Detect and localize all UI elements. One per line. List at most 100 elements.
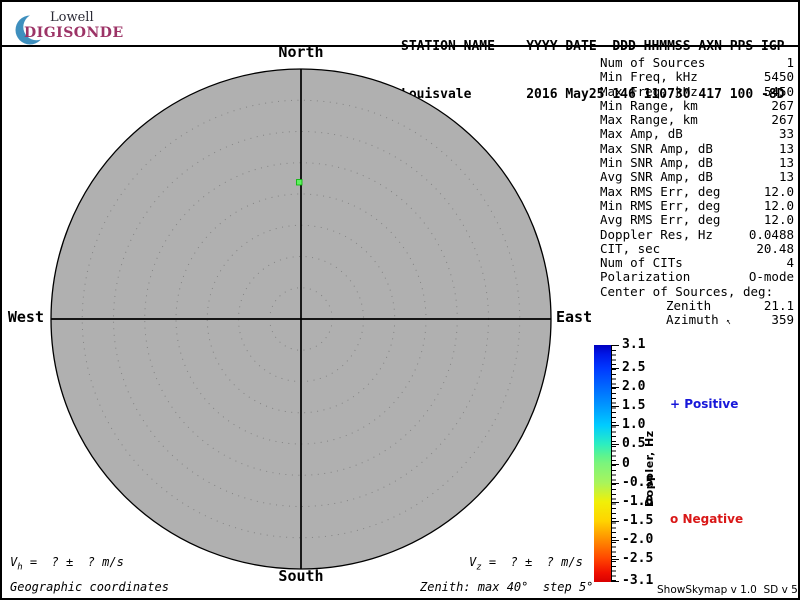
- colorbar-tick-label: -0.5: [622, 475, 654, 490]
- colorbar-tick-label: 0.5: [622, 436, 646, 451]
- logo-product: DIGISONDE: [24, 25, 124, 41]
- stat-row: Max SNR Amp, dB 13: [600, 140, 794, 156]
- stat-value: 20.48: [756, 240, 794, 256]
- negative-legend: o Negative: [670, 512, 743, 526]
- stat-value: 12.0: [763, 212, 794, 228]
- colorbar-tick-label: 2.0: [622, 379, 646, 394]
- colorbar-tick-label: 3.1: [622, 337, 646, 352]
- compass-west-label: West: [7, 308, 44, 326]
- stat-value: 13: [778, 169, 794, 185]
- skymap-plot: [50, 68, 552, 570]
- colorbar-tick: [611, 464, 619, 465]
- colorbar-tick: [611, 368, 619, 369]
- azimuth-direction-icon: ↖: [725, 316, 733, 328]
- colorbar-tick-label: 0: [622, 456, 630, 471]
- stats-list: Num of Sources 1 Min Freq, kHz 5450 Max …: [600, 55, 794, 285]
- colorbar-tick: [611, 521, 619, 522]
- stat-label: Max Amp, dB: [600, 126, 683, 142]
- compass-south-label: South: [278, 567, 324, 585]
- stat-row: Min SNR Amp, dB 13: [600, 155, 794, 171]
- stat-label: Avg SNR Amp, dB: [600, 169, 713, 185]
- stat-label: Center of Sources, deg:: [600, 283, 774, 299]
- colorbar-tick: [611, 387, 619, 388]
- colorbar-tick: [611, 581, 619, 582]
- positive-label: Positive: [684, 397, 739, 411]
- logo-name: Lowell: [50, 10, 94, 25]
- stat-label: Num of Sources: [600, 55, 706, 70]
- compass-east-label: East: [556, 308, 593, 326]
- stat-row: Avg SNR Amp, dB 13: [600, 169, 794, 185]
- stat-label: Max RMS Err, deg: [600, 183, 721, 199]
- stat-label: Min Range, km: [600, 97, 698, 113]
- doppler-colorbar: 3.1 2.5 2.0 1.5 1.0 0.5 0 -0.5 -1.0 -1.5…: [594, 338, 664, 588]
- stat-row: Polarization O-mode: [600, 269, 794, 285]
- colorbar-tick: [611, 483, 619, 484]
- vertical-velocity-readout: Vz = ? ± ? m/s: [469, 555, 583, 573]
- colorbar-tick: [611, 540, 619, 541]
- stat-value: 359: [771, 312, 794, 328]
- stat-row: Max RMS Err, deg 12.0: [600, 183, 794, 199]
- stat-value: 21.1: [763, 298, 794, 314]
- stat-label: Min RMS Err, deg: [600, 197, 721, 213]
- app-version-label: ShowSkymap v 1.0 SD v 5.1: [657, 584, 800, 596]
- stat-value: 12.0: [763, 183, 794, 199]
- colorbar-tick: [611, 425, 619, 426]
- colorbar-minor-ticks: [611, 345, 616, 582]
- stat-row: Num of Sources 1: [600, 55, 794, 70]
- stat-label: Num of CITs: [600, 255, 683, 271]
- colorbar-tick-label: -1.0: [622, 494, 654, 509]
- stat-value: 267: [771, 112, 794, 128]
- coordinates-footnote: Geographic coordinates: [10, 580, 169, 594]
- header-separator: [2, 45, 798, 47]
- colorbar-tick-label: -3.1: [622, 573, 654, 588]
- station-header-values: Louisvale 2016 May25 146 110730 417 100 …: [401, 87, 785, 102]
- positive-legend: + Positive: [670, 397, 738, 411]
- colorbar-tick-label: 2.5: [622, 360, 646, 375]
- stats-panel: Num of Sources 1 Min Freq, kHz 5450 Max …: [600, 55, 794, 328]
- stat-row-azimuth: Azimuth ↖ 359: [600, 312, 794, 328]
- stat-row: Max Freq, kHz 5450: [600, 83, 794, 99]
- colorbar-unit-label: Doppler, Hz: [643, 430, 656, 508]
- stat-value: O-mode: [748, 269, 794, 285]
- stat-value: 12.0: [763, 197, 794, 213]
- colorbar-tick-label: 1.0: [622, 417, 646, 432]
- colorbar-tick: [611, 444, 619, 445]
- stat-label: CIT, sec: [600, 240, 661, 256]
- stat-row: Min RMS Err, deg 12.0: [600, 197, 794, 213]
- stat-value: 267: [771, 97, 794, 113]
- colorbar-tick-label: -2.5: [622, 551, 654, 566]
- stat-label: Avg RMS Err, deg: [600, 212, 721, 228]
- stat-label: Max SNR Amp, dB: [600, 140, 713, 156]
- colorbar-tick: [611, 406, 619, 407]
- stat-row: Max Range, km 267: [600, 112, 794, 128]
- stat-value: 4: [786, 255, 794, 271]
- negative-label: Negative: [682, 512, 744, 526]
- horizontal-velocity-readout: Vh = ? ± ? m/s: [10, 555, 124, 573]
- stat-label: Max Range, km: [600, 112, 698, 128]
- colorbar-tick-label: -2.0: [622, 532, 654, 547]
- stat-label: Min Freq, kHz: [600, 69, 698, 85]
- stat-value: 0.0488: [748, 226, 794, 242]
- circle-icon: o: [670, 512, 679, 526]
- crescent-icon: [15, 13, 50, 45]
- colorbar-tick-label: -1.5: [622, 513, 654, 528]
- stat-row-center-of-sources: Center of Sources, deg:: [600, 283, 794, 299]
- stat-value: 13: [778, 155, 794, 171]
- colorbar-tick: [611, 502, 619, 503]
- stat-value: 33: [778, 126, 794, 142]
- stat-label: Max Freq, kHz: [600, 83, 698, 99]
- stat-row: Max Amp, dB 33: [600, 126, 794, 142]
- colorbar-tick: [611, 345, 619, 346]
- colorbar-gradient: [594, 345, 611, 582]
- stat-row: Min Freq, kHz 5450: [600, 69, 794, 85]
- zenith-range-footnote: Zenith: max 40° step 5°: [420, 580, 594, 594]
- stat-row: Min Range, km 267: [600, 97, 794, 113]
- stat-label: Azimuth ↖: [600, 313, 733, 328]
- colorbar-tick: [611, 559, 619, 560]
- compass-north-label: North: [278, 43, 324, 61]
- lowell-digisonde-logo: Lowell DIGISONDE: [8, 4, 208, 45]
- stat-label: Zenith: [666, 298, 712, 314]
- stat-value: 5450: [763, 69, 794, 85]
- doppler-source-dot: [296, 179, 303, 186]
